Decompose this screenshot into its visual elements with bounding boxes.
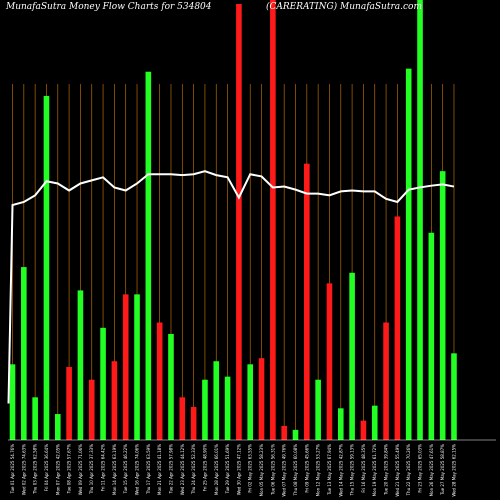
tick-label-11: Tue 15 Apr 2025 46.22% xyxy=(123,444,128,495)
tick-label-4: Fri 04 Apr 2025 36.64% xyxy=(44,444,49,491)
tick-label-36: Thu 22 May 2025 70.26% xyxy=(406,444,411,497)
bar-25 xyxy=(281,425,287,440)
chart-title-left: MunafaSutra Money Flow Charts for 534804 xyxy=(5,2,212,12)
bar-19 xyxy=(213,361,220,440)
tick-label-17: Thu 24 Apr 2025 52.33% xyxy=(191,444,196,495)
money-flow-line xyxy=(7,170,455,404)
bar-28 xyxy=(315,379,321,440)
bar-11 xyxy=(122,294,129,440)
bar-29 xyxy=(326,283,333,440)
bar-1 xyxy=(9,364,16,440)
tick-label-10: Mon 14 Apr 2025 63.19% xyxy=(112,444,117,495)
bar-31 xyxy=(349,272,355,440)
tick-label-13: Thu 17 Apr 2025 63.59% xyxy=(146,444,151,495)
tick-label-30: Wed 14 May 2025 42.87% xyxy=(338,444,343,497)
bar-12 xyxy=(134,294,140,440)
tick-label-9: Fri 11 Apr 2025 64.42% xyxy=(101,444,106,491)
tick-label-5: Mon 07 Apr 2025 42.05% xyxy=(55,444,60,495)
tick-label-8: Thu 10 Apr 2025 37.33% xyxy=(89,444,94,495)
bar-7 xyxy=(77,290,84,440)
bar-34 xyxy=(383,322,389,440)
tick-label-21: Wed 30 Apr 2025 47.12% xyxy=(236,444,241,495)
tick-label-2: Wed 02 Apr 2025 74.63% xyxy=(21,444,26,495)
tick-label-19: Mon 28 Apr 2025 66.01% xyxy=(214,444,219,495)
bar-2 xyxy=(21,267,27,440)
tick-label-40: Wed 28 May 2025 62.15% xyxy=(451,444,456,497)
bar-series xyxy=(9,0,457,441)
bar-9 xyxy=(100,327,106,440)
tick-label-24: Tue 06 May 2025 56.31% xyxy=(270,444,275,496)
tick-label-34: Tue 20 May 2025 39.84% xyxy=(384,444,389,496)
bar-33 xyxy=(371,405,378,440)
tick-label-28: Mon 12 May 2025 53.27% xyxy=(316,444,321,497)
bar-17 xyxy=(190,407,197,440)
tick-label-6: Tue 08 Apr 2025 57.67% xyxy=(67,444,72,495)
bar-20 xyxy=(224,376,231,440)
tick-label-23: Mon 05 May 2025 58.23% xyxy=(259,444,264,497)
bar-23 xyxy=(258,358,265,440)
tick-label-18: Fri 25 Apr 2025 48.90% xyxy=(202,444,207,491)
bar-4 xyxy=(43,95,50,441)
bar-21 xyxy=(236,3,242,441)
bar-30 xyxy=(337,408,344,440)
bar-3 xyxy=(32,397,38,440)
bar-40 xyxy=(451,353,457,440)
bar-39 xyxy=(439,171,446,440)
tick-label-7: Wed 09 Apr 2025 71.06% xyxy=(78,444,83,495)
tick-label-12: Wed 16 Apr 2025 74.06% xyxy=(135,444,140,495)
bar-16 xyxy=(179,397,186,440)
tick-label-22: Fri 02 May 2025 63.55% xyxy=(248,444,253,493)
bar-37 xyxy=(417,0,423,440)
tick-label-35: Wed 21 May 2025 55.49% xyxy=(395,444,400,497)
tick-label-14: Mon 21 Apr 2025 41.18% xyxy=(157,444,162,495)
bar-15 xyxy=(168,333,174,440)
bar-22 xyxy=(247,364,254,440)
tick-label-15: Tue 22 Apr 2025 57.98% xyxy=(168,444,173,495)
x-tick-labels: Tue 01 Apr 2025 54.76% Wed 02 Apr 2025 74… xyxy=(10,444,456,497)
bar-38 xyxy=(428,232,435,440)
bar-8 xyxy=(88,379,95,440)
tick-label-26: Thu 08 May 2025 60.08% xyxy=(293,444,298,497)
tick-label-39: Tue 27 May 2025 58.87% xyxy=(440,444,445,496)
bar-36 xyxy=(405,68,412,440)
bar-10 xyxy=(111,361,118,440)
tick-label-16: Wed 23 Apr 2025 44.12% xyxy=(180,444,185,495)
bar-13 xyxy=(145,71,152,440)
bar-32 xyxy=(360,420,367,440)
bar-35 xyxy=(394,216,401,440)
bar-26 xyxy=(292,429,299,440)
bar-14 xyxy=(156,322,163,440)
bar-24 xyxy=(270,0,276,440)
tick-label-38: Mon 26 May 2025 47.61% xyxy=(429,444,434,497)
tick-label-33: Mon 19 May 2025 61.72% xyxy=(372,444,377,497)
tick-label-29: Tue 13 May 2025 67.94% xyxy=(327,444,332,496)
tick-label-25: Wed 07 May 2025 49.76% xyxy=(282,444,287,497)
bar-5 xyxy=(54,414,61,440)
tick-label-27: Fri 09 May 2025 45.66% xyxy=(304,444,309,493)
bar-18 xyxy=(202,379,208,440)
tick-label-3: Thu 03 Apr 2025 62.58% xyxy=(33,444,38,495)
tick-label-31: Thu 15 May 2025 59.13% xyxy=(350,444,355,497)
tick-label-1: Tue 01 Apr 2025 54.76% xyxy=(10,444,15,495)
bar-27 xyxy=(304,163,310,440)
tick-label-20: Tue 29 Apr 2025 51.69% xyxy=(225,444,230,495)
bar-6 xyxy=(66,366,72,440)
tick-label-32: Fri 16 May 2025 48.35% xyxy=(361,444,366,493)
tick-label-37: Fri 23 May 2025 65.03% xyxy=(418,444,423,493)
chart-title-right: (CARERATING) MunafaSutra.com xyxy=(266,1,422,12)
